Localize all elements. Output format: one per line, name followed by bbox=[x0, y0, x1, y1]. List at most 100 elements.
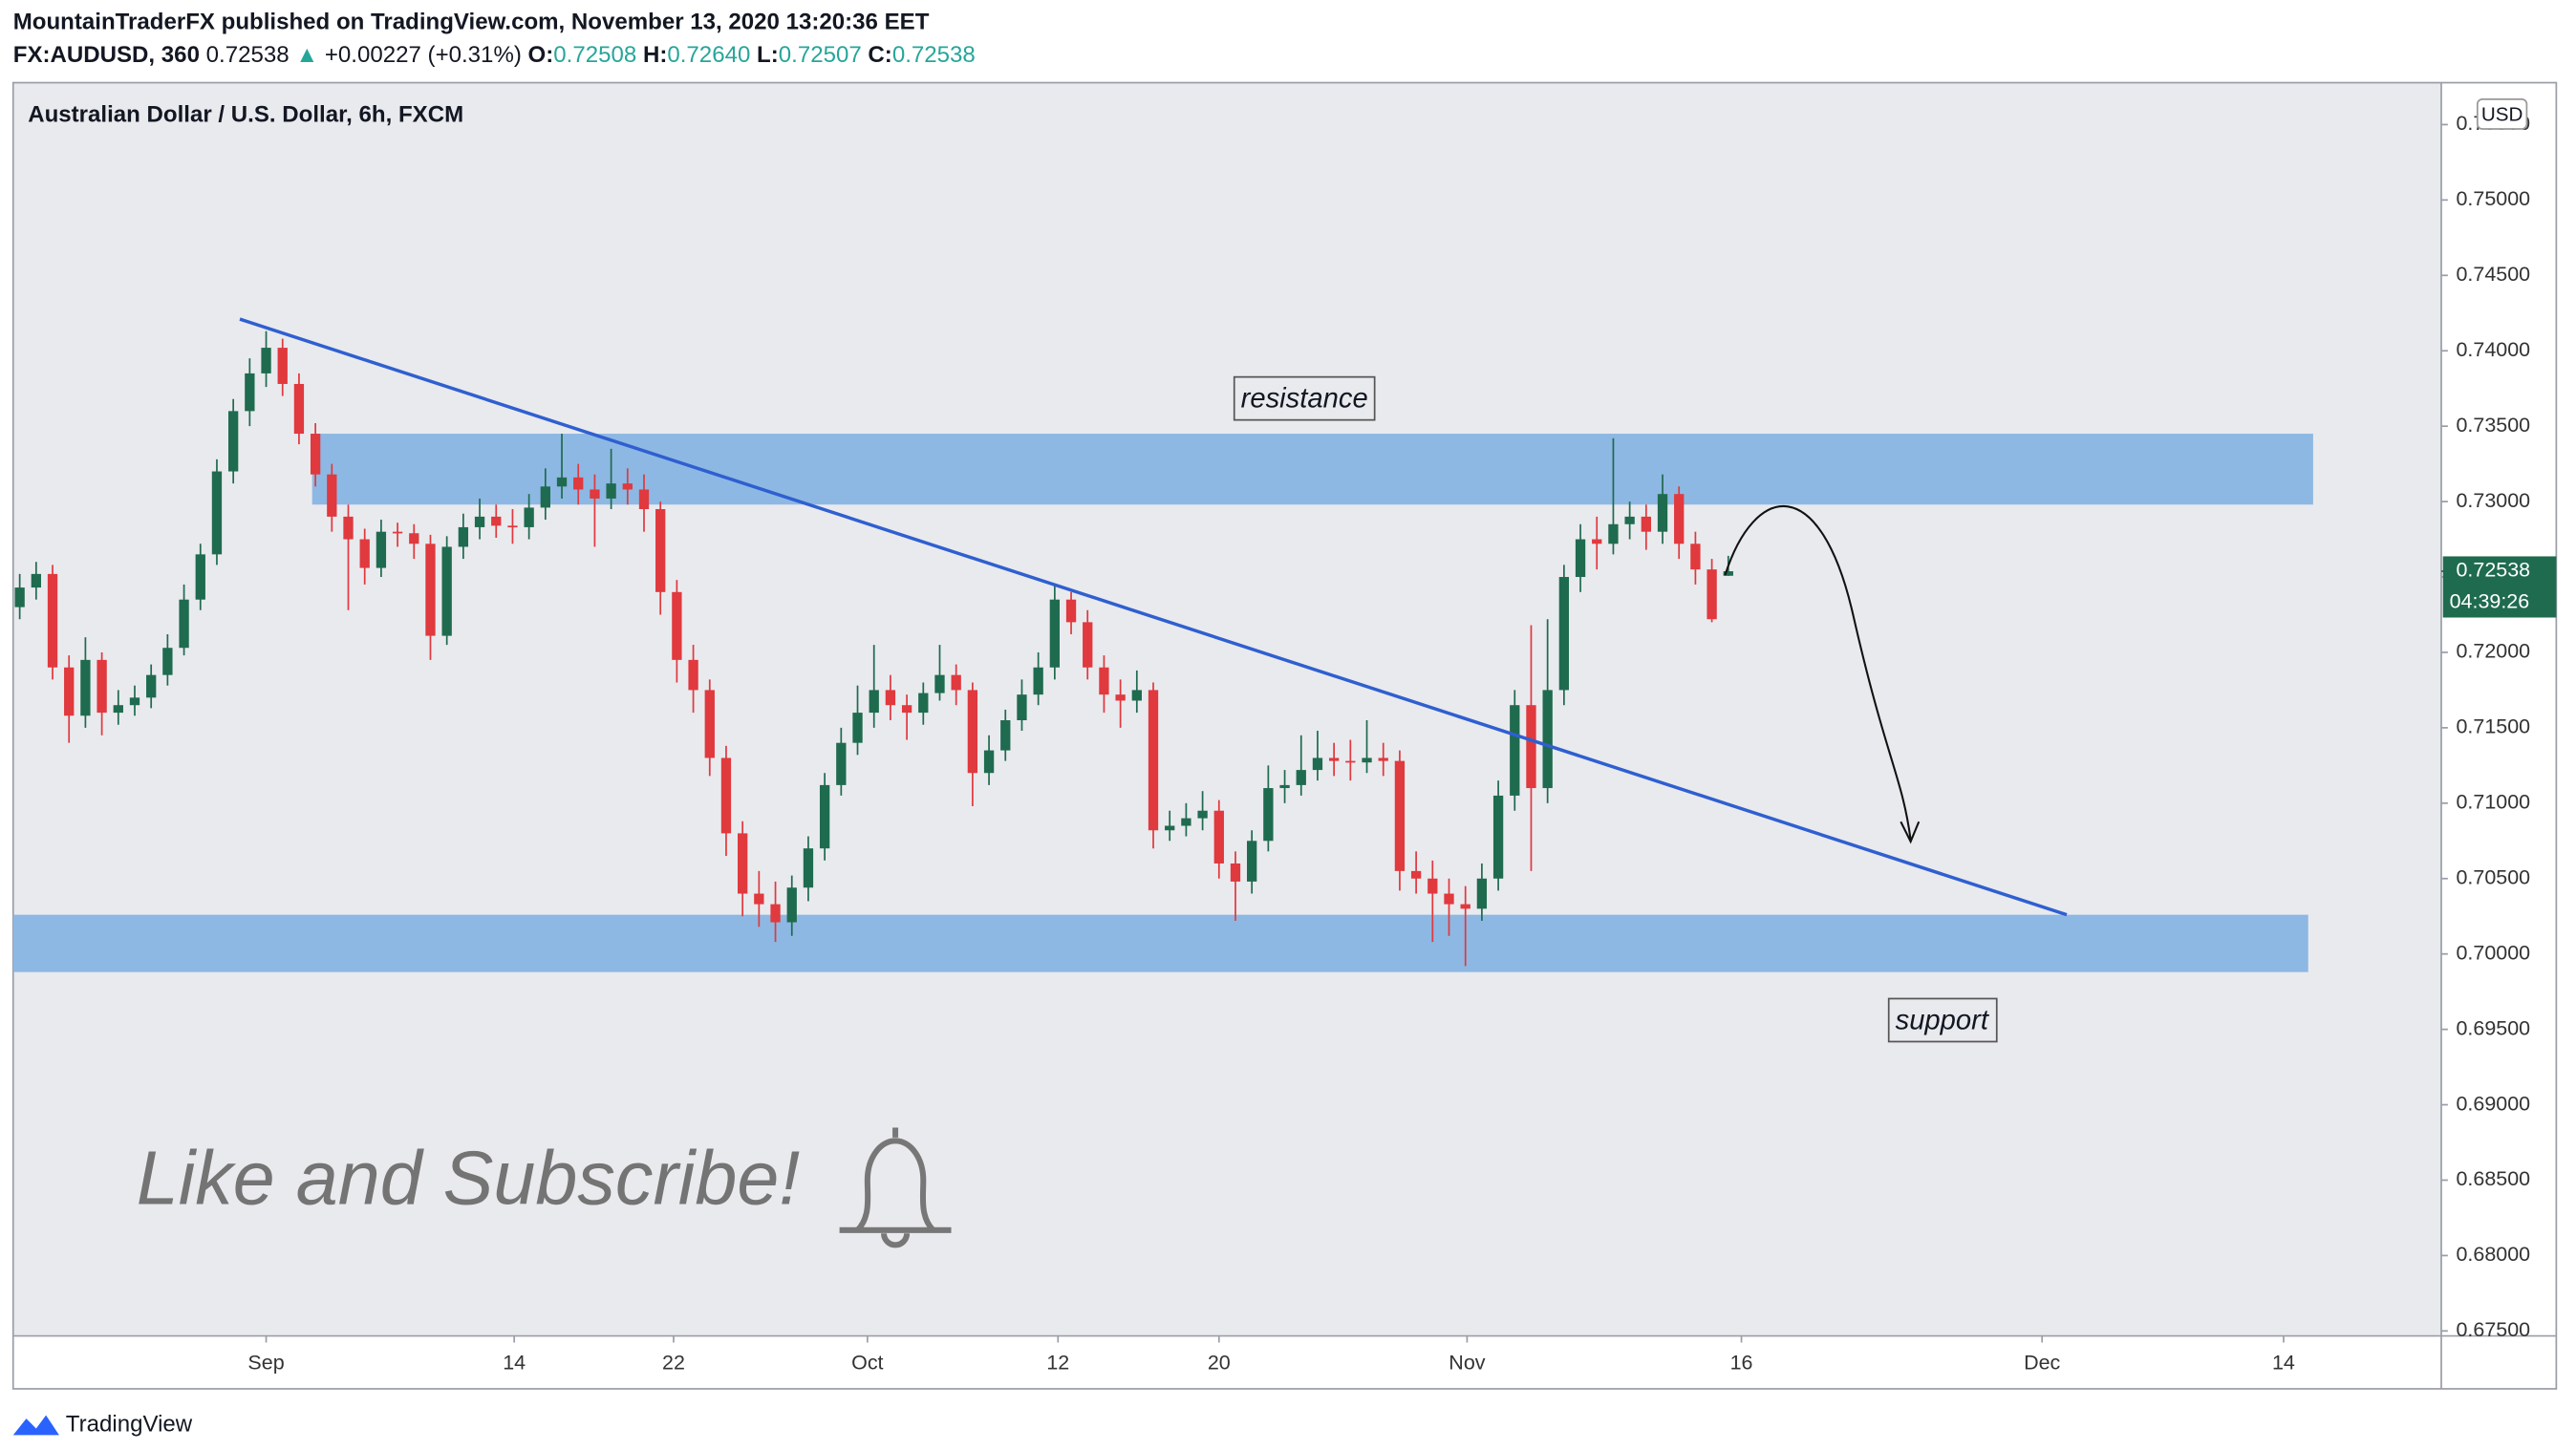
arrow-head bbox=[1900, 821, 1921, 844]
candle-body bbox=[64, 667, 75, 716]
y-tick-label: 0.70000 bbox=[2456, 940, 2530, 964]
last-price-box bbox=[2442, 556, 2557, 618]
candle-body bbox=[1476, 878, 1488, 909]
candle-body bbox=[1296, 770, 1306, 785]
bell-icon bbox=[839, 1127, 952, 1248]
candle-body bbox=[245, 373, 255, 412]
x-tick-label: Sep bbox=[247, 1351, 284, 1375]
candle-body bbox=[293, 383, 305, 435]
y-tick-label: 0.70500 bbox=[2456, 864, 2530, 888]
candle-body bbox=[441, 546, 452, 636]
y-tick-label: 0.74500 bbox=[2456, 262, 2530, 286]
candle-body bbox=[1213, 810, 1224, 864]
candle-body bbox=[1690, 544, 1701, 570]
candle-body bbox=[1017, 694, 1027, 721]
candle-body bbox=[1033, 667, 1043, 695]
y-tick-label: 0.72000 bbox=[2456, 639, 2530, 663]
candle-body bbox=[1099, 667, 1109, 695]
candle-body bbox=[1115, 694, 1126, 701]
candle-body bbox=[1428, 878, 1438, 894]
candle-body bbox=[655, 508, 666, 592]
x-tick-label: Oct bbox=[851, 1351, 883, 1375]
ohlc-value: 0.72508 bbox=[553, 42, 636, 68]
candle-body bbox=[918, 693, 929, 714]
candle-body bbox=[1444, 893, 1454, 905]
x-tick-label: 20 bbox=[1208, 1351, 1231, 1375]
candle-body bbox=[1131, 690, 1142, 701]
y-tick-label: 0.73500 bbox=[2456, 413, 2530, 437]
x-tick-label: 22 bbox=[662, 1351, 685, 1375]
candle-body bbox=[622, 483, 633, 490]
y-tick-label: 0.73000 bbox=[2456, 488, 2530, 512]
change: +0.00227 (+0.31%) bbox=[325, 42, 522, 68]
candle-body bbox=[425, 544, 436, 636]
usd-badge: USD bbox=[2476, 97, 2528, 130]
y-tick-label: 0.68000 bbox=[2456, 1242, 2530, 1266]
candle-body bbox=[80, 659, 91, 716]
x-tick-label: 12 bbox=[1046, 1351, 1069, 1375]
y-tick-label: 0.69500 bbox=[2456, 1015, 2530, 1039]
candle-body bbox=[491, 516, 502, 526]
candle-body bbox=[1197, 810, 1208, 819]
candle-body bbox=[869, 690, 879, 714]
candle-body bbox=[162, 648, 173, 675]
brand-name: TradingView bbox=[66, 1411, 193, 1437]
candle-body bbox=[1000, 720, 1011, 751]
candle-body bbox=[1328, 757, 1340, 761]
ohlc-label: H: bbox=[643, 42, 667, 68]
candle-body bbox=[277, 348, 288, 384]
candle-body bbox=[573, 477, 584, 490]
author-line: MountainTraderFX published on TradingVie… bbox=[13, 10, 930, 35]
candle-body bbox=[704, 690, 715, 758]
candle-body bbox=[310, 434, 321, 475]
candle-body bbox=[951, 674, 961, 691]
candle-body bbox=[1624, 516, 1635, 524]
x-tick-label: 14 bbox=[503, 1351, 526, 1375]
chart-title: Australian Dollar / U.S. Dollar, 6h, FXC… bbox=[28, 101, 463, 127]
candle-body bbox=[606, 483, 616, 499]
candle-body bbox=[885, 690, 896, 706]
candle-body bbox=[1065, 599, 1077, 623]
candle-body bbox=[1641, 516, 1651, 532]
candle-body bbox=[786, 887, 797, 923]
candle-body bbox=[672, 591, 682, 660]
currency: USD bbox=[2481, 104, 2523, 126]
chart-frame bbox=[11, 81, 2558, 1390]
zone bbox=[12, 914, 2308, 972]
x-tick-label: 16 bbox=[1730, 1351, 1753, 1375]
trendline bbox=[239, 317, 2068, 917]
candle-body bbox=[590, 489, 600, 499]
ohlc-label: O: bbox=[528, 42, 554, 68]
candle-body bbox=[376, 531, 387, 568]
symbol-line: FX:AUDUSD, 360 0.72538 ▲ +0.00227 (+0.31… bbox=[13, 42, 976, 68]
candle-body bbox=[1575, 539, 1586, 578]
candle-body bbox=[1345, 760, 1356, 763]
candle-body bbox=[359, 539, 370, 568]
plot-background bbox=[12, 82, 2442, 1336]
candle-body bbox=[770, 904, 781, 923]
candle-body bbox=[1592, 539, 1602, 544]
candle-body bbox=[934, 674, 945, 693]
candle-body bbox=[1263, 788, 1274, 842]
candle-body bbox=[901, 705, 912, 714]
symbol: FX:AUDUSD, 360 bbox=[13, 42, 200, 68]
y-tick-label: 0.74000 bbox=[2456, 337, 2530, 361]
candle-body bbox=[836, 742, 847, 785]
candle-body bbox=[1279, 784, 1290, 789]
candle-body bbox=[97, 659, 107, 714]
candle-body bbox=[1165, 825, 1175, 831]
ohlc-value: 0.72507 bbox=[779, 42, 862, 68]
y-tick-label: 0.71500 bbox=[2456, 714, 2530, 738]
candle-body bbox=[738, 833, 748, 894]
candle-body bbox=[819, 784, 830, 849]
candle-body bbox=[211, 471, 223, 555]
candle-body bbox=[47, 573, 58, 668]
x-tick-label: Nov bbox=[1449, 1351, 1485, 1375]
candle-body bbox=[129, 697, 140, 706]
y-tick-label: 0.69000 bbox=[2456, 1091, 2530, 1115]
candle-body bbox=[1492, 795, 1504, 879]
candle-body bbox=[1181, 818, 1191, 826]
candle-body bbox=[720, 757, 732, 834]
